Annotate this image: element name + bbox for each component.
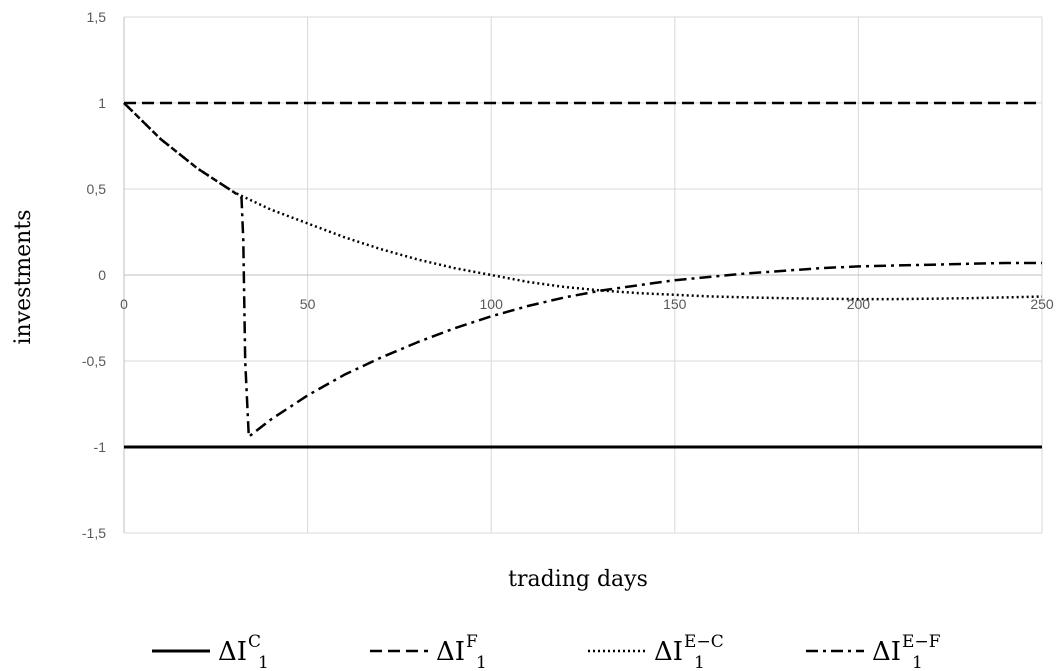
legend-subscript: 1 (694, 653, 705, 671)
y-tick-label: -0,5 (82, 353, 106, 369)
x-tick-label: 0 (120, 296, 128, 312)
series-lines (123, 101, 1043, 449)
y-tick-label: 0 (98, 267, 106, 283)
y-tick-label: 1 (98, 95, 106, 111)
x-tick-label: 50 (300, 296, 316, 312)
x-tick-label: 100 (480, 296, 504, 312)
series-line-dashdot (123, 102, 1042, 438)
y-tick-label: -1 (94, 439, 107, 455)
legend-label: ΔIE−F (872, 632, 941, 667)
legend-subscript: 1 (912, 653, 923, 671)
x-tick-label: 150 (663, 296, 687, 312)
x-tick-label: 250 (1030, 296, 1054, 312)
legend-subscript: 1 (476, 653, 487, 671)
legend-label: ΔIC (218, 632, 261, 667)
axes (123, 17, 1042, 533)
y-axis-label: investments (11, 210, 36, 345)
y-tick-label: -1,5 (82, 525, 106, 541)
legend-label: ΔIE−C (654, 632, 724, 667)
legend-subscript: 1 (258, 653, 269, 671)
series-line-dotted (123, 102, 1043, 301)
y-tick-label: 0,5 (87, 181, 107, 197)
x-axis-label: trading days (508, 567, 648, 592)
legend-label: ΔIF (436, 632, 478, 667)
y-tick-label: 1,5 (87, 9, 107, 25)
